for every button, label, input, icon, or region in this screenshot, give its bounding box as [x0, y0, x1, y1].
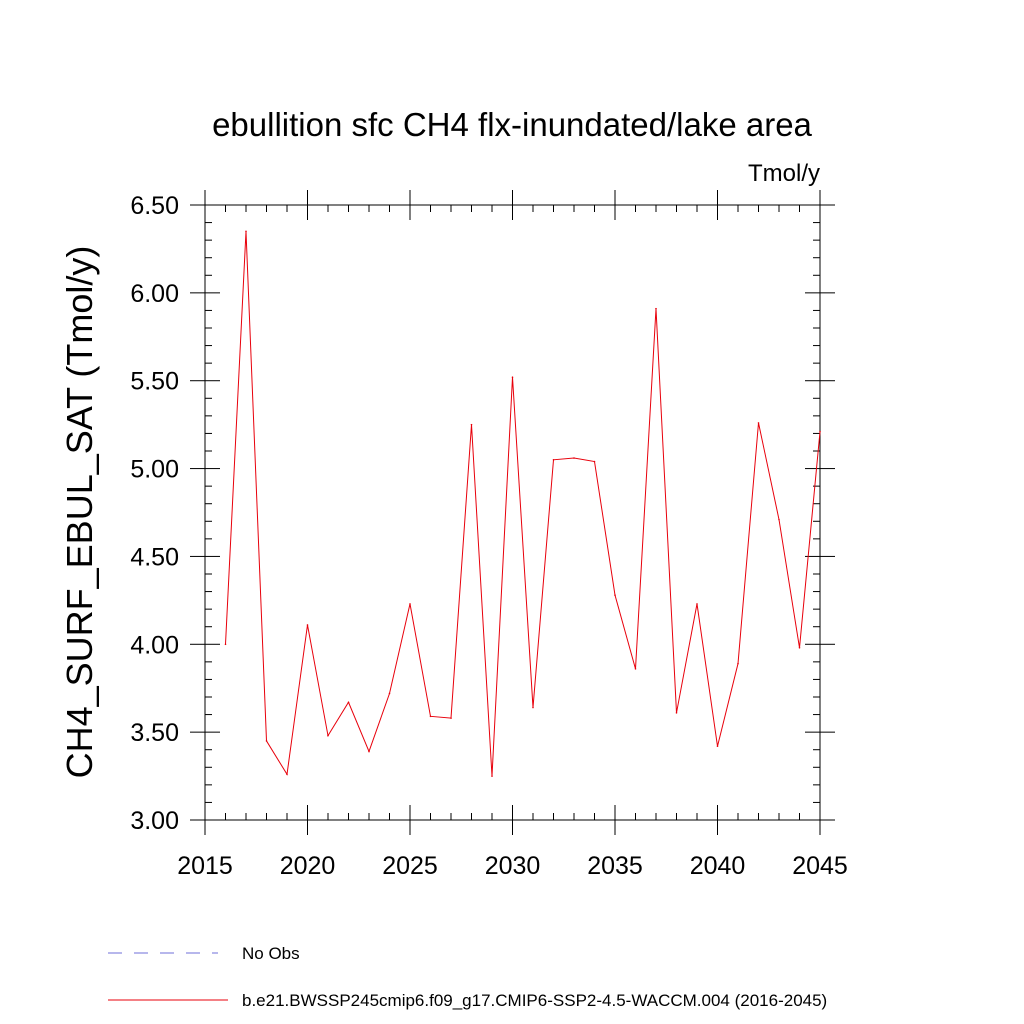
- legend: No Obs b.e21.BWSSP245cmip6.f09_g17.CMIP6…: [108, 944, 827, 1010]
- x-tick-label: 2020: [280, 852, 336, 880]
- data-point: [327, 734, 329, 737]
- y-axis: 3.00 3.50 4.00 4.50 5.00 5.50 6.00 6.50: [130, 192, 835, 835]
- data-point: [675, 712, 678, 714]
- series-layer: [224, 230, 821, 777]
- data-point: [388, 692, 391, 695]
- y-tick-label: 4.00: [130, 631, 179, 659]
- data-point: [306, 624, 309, 626]
- units-label: Tmol/y: [748, 160, 820, 187]
- data-point: [429, 715, 432, 718]
- y-tick-label: 3.00: [130, 807, 179, 835]
- data-point: [470, 423, 473, 426]
- data-point: [532, 706, 534, 709]
- x-tick-label: 2040: [690, 852, 746, 880]
- x-tick-label: 2030: [485, 852, 541, 880]
- data-point: [286, 773, 288, 776]
- chart-title: ebullition sfc CH4 flx-inundated/lake ar…: [212, 106, 812, 143]
- legend-label-no-obs: No Obs: [242, 944, 300, 963]
- y-axis-label: CH4_SURF_EBUL_SAT (Tmol/y): [59, 246, 100, 779]
- data-point: [347, 701, 350, 704]
- data-point: [716, 745, 719, 747]
- data-point: [819, 430, 821, 433]
- legend-label-model-run: b.e21.BWSSP245cmip6.f09_g17.CMIP6-SSP2-4…: [242, 991, 827, 1010]
- y-tick-label: 6.00: [130, 280, 179, 308]
- x-tick-label: 2015: [177, 852, 233, 880]
- data-point: [573, 457, 575, 459]
- data-point: [368, 750, 370, 753]
- x-tick-label: 2025: [382, 852, 438, 880]
- series-line: [225, 231, 821, 777]
- data-point: [224, 643, 227, 646]
- data-point: [511, 376, 514, 379]
- data-point: [593, 460, 596, 463]
- data-point: [491, 775, 493, 777]
- x-axis: 2015 2020 2025 2030 2035 2040 2045: [177, 190, 848, 880]
- plot-frame: [204, 204, 821, 821]
- y-tick-label: 5.00: [130, 456, 179, 484]
- x-tick-label: 2045: [792, 852, 848, 880]
- data-point: [696, 603, 698, 605]
- data-point: [265, 740, 268, 742]
- data-point: [450, 717, 452, 719]
- data-point: [245, 230, 247, 233]
- y-tick-label: 4.50: [130, 543, 179, 571]
- y-tick-label: 6.50: [130, 192, 179, 220]
- data-point: [757, 422, 760, 424]
- x-tick-label: 2035: [587, 852, 643, 880]
- y-tick-label: 3.50: [130, 719, 179, 747]
- data-point: [655, 307, 657, 310]
- data-point: [409, 603, 411, 605]
- data-point: [798, 647, 801, 649]
- data-point: [737, 662, 739, 665]
- y-tick-label: 5.50: [130, 368, 179, 396]
- data-point: [634, 668, 637, 670]
- data-point: [614, 594, 616, 596]
- data-point: [778, 518, 780, 521]
- data-point: [552, 458, 555, 461]
